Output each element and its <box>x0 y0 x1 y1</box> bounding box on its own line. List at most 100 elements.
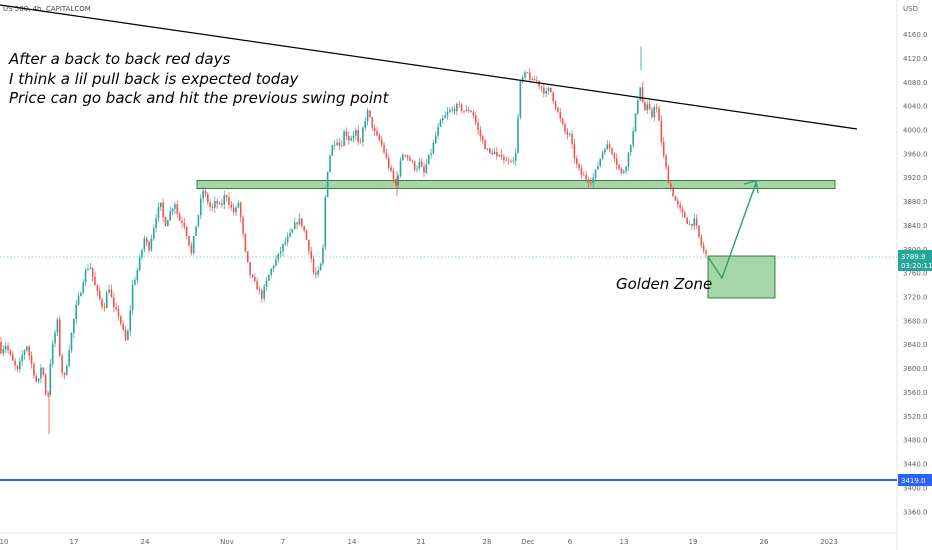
candle-body <box>383 144 385 153</box>
candles[interactable] <box>0 46 707 435</box>
candle-body <box>322 247 324 264</box>
candle-body <box>472 112 475 116</box>
candle-body <box>395 179 397 186</box>
candle-body <box>162 202 164 218</box>
candle-body <box>305 230 308 240</box>
candle-body <box>458 103 461 105</box>
resistance-zone[interactable] <box>196 180 836 189</box>
candle-body <box>615 158 618 165</box>
candle-body <box>665 155 667 168</box>
candle-body <box>667 167 670 184</box>
candle-body <box>108 289 110 293</box>
price-tick: 3520.0 <box>903 413 928 421</box>
candle-body <box>96 285 99 291</box>
time-tick: Nov <box>220 538 234 546</box>
candle-body <box>662 141 665 156</box>
time-tick: 10 <box>0 538 8 546</box>
note-line-3: Price can go back and hit the previous s… <box>9 89 390 107</box>
candle-body <box>286 236 289 243</box>
candle-body <box>491 152 493 155</box>
arrow-head-icon <box>743 180 759 194</box>
candle-body <box>129 310 132 331</box>
candle-body <box>519 81 522 118</box>
candle-body <box>47 393 49 395</box>
candle-body <box>611 148 613 154</box>
candle-body <box>237 202 240 208</box>
candle-body <box>392 170 395 180</box>
candle-body <box>622 171 625 173</box>
candle-body <box>373 127 376 132</box>
candle-body <box>4 345 7 350</box>
price-tick: 3720.0 <box>903 294 928 302</box>
candle-body <box>124 329 127 340</box>
time-tick: 6 <box>568 538 573 546</box>
price-axis[interactable]: 4160.0 4120.0 4080.0 4040.0 4000.0 3960.0 3920… <box>903 31 928 516</box>
note-line-1: After a back to back red days <box>8 50 230 68</box>
candle-body <box>439 120 442 127</box>
candle-body <box>261 290 263 299</box>
golden-zone-box[interactable] <box>707 255 776 299</box>
candle-body <box>258 289 261 291</box>
candle-body <box>655 106 658 109</box>
candle-body <box>40 367 42 379</box>
candle-body <box>397 175 399 186</box>
candle-body <box>44 374 47 394</box>
candle-body <box>484 140 486 150</box>
candle-body <box>9 350 12 355</box>
candle-body <box>561 118 564 125</box>
candle-body <box>489 148 491 153</box>
candle-body <box>465 109 468 112</box>
candle-body <box>312 258 315 273</box>
support-level-value: 3419.0 <box>901 477 926 485</box>
candle-body <box>362 127 364 143</box>
candle-body <box>14 360 16 366</box>
candle-body <box>310 251 312 259</box>
candle-body <box>192 236 195 254</box>
candle-body <box>289 232 291 237</box>
time-tick: 13 <box>620 538 629 546</box>
candle-body <box>350 138 352 141</box>
candle-body <box>63 372 66 375</box>
price-tick: 4160.0 <box>903 31 928 39</box>
candle-body <box>658 108 660 121</box>
candle-body <box>590 182 592 184</box>
candle-body <box>33 363 35 376</box>
candle-body <box>357 129 359 142</box>
candle-body <box>526 72 529 74</box>
candle-body <box>68 350 70 366</box>
candle-body <box>251 274 254 278</box>
time-tick: 21 <box>417 538 426 546</box>
candle-body <box>587 179 590 183</box>
candle-body <box>672 188 674 197</box>
candle-body <box>571 134 573 144</box>
time-axis[interactable]: 10 17 24 Nov 7 14 21 28 Dec 6 13 19 26 2023 <box>0 538 838 546</box>
candle-body <box>434 135 437 144</box>
candle-body <box>42 367 45 375</box>
candle-body <box>597 165 599 170</box>
price-tick: 3560.0 <box>903 389 928 397</box>
descending-trendline[interactable] <box>0 4 858 130</box>
candle-body <box>604 149 606 153</box>
candle-body <box>613 153 616 159</box>
candle-body <box>505 160 508 162</box>
price-tick: 3480.0 <box>903 437 928 445</box>
candle-body <box>688 223 691 225</box>
price-tick: 4000.0 <box>903 127 928 135</box>
candle-body <box>528 72 531 80</box>
candle-body <box>512 160 515 162</box>
candle-body <box>19 361 21 370</box>
price-tick: 3800.0 <box>903 246 928 254</box>
candle-body <box>214 201 216 208</box>
candle-body <box>404 154 406 156</box>
candle-body <box>573 143 576 159</box>
candle-body <box>425 164 428 173</box>
projection-path[interactable] <box>707 182 757 280</box>
candle-body <box>185 226 188 236</box>
candle-body <box>51 343 54 364</box>
bar-countdown: 03:20:11 <box>901 262 932 270</box>
candle-body <box>352 135 355 139</box>
candle-body <box>517 117 519 153</box>
candle-body <box>169 211 171 221</box>
candle-body <box>16 365 19 370</box>
